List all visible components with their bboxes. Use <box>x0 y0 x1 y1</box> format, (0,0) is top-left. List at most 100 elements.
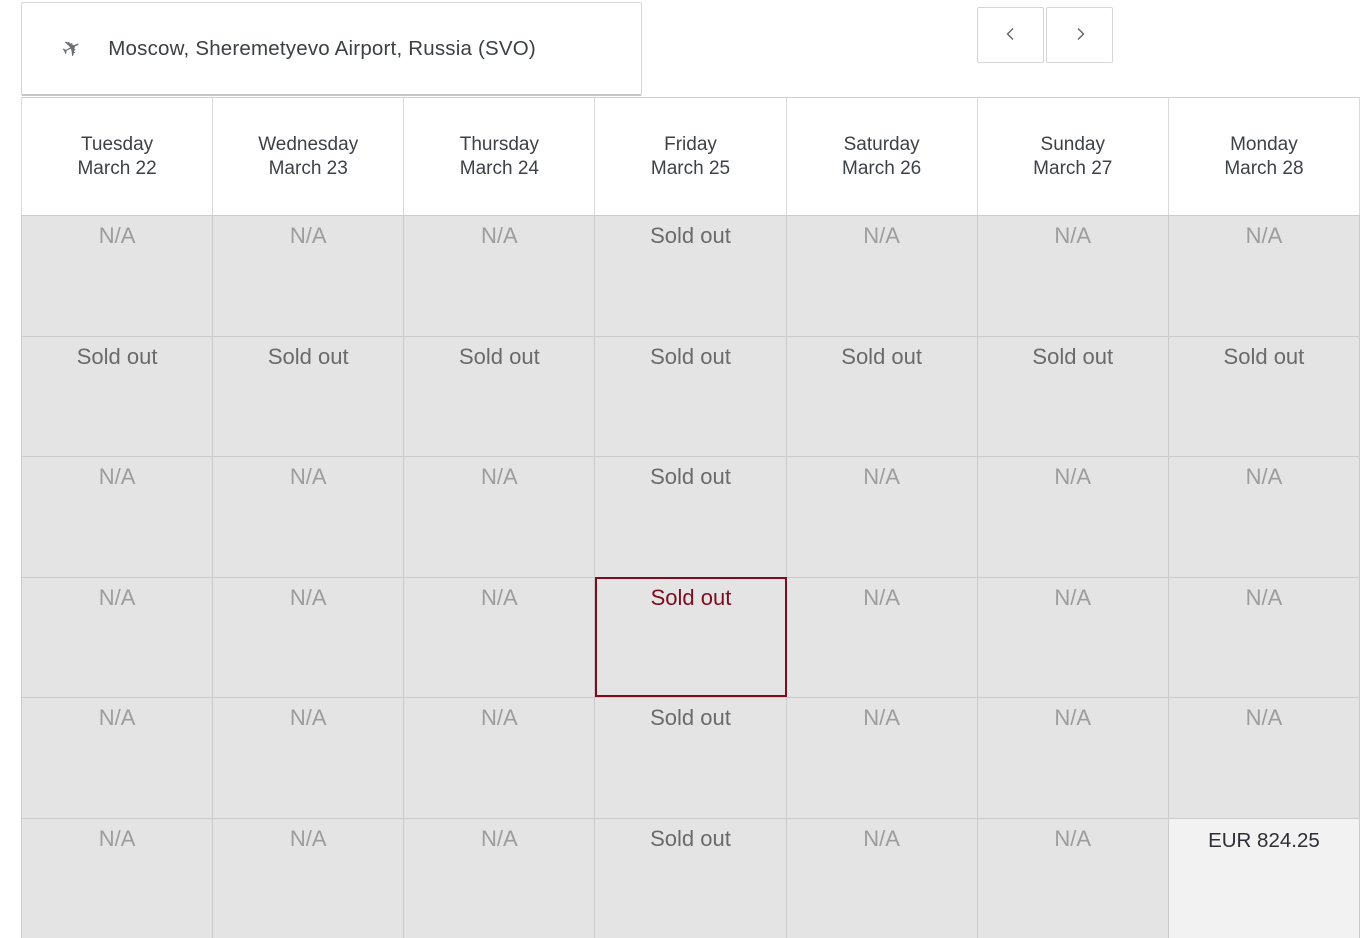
fare-cell-label: N/A <box>99 705 136 730</box>
fare-cell[interactable]: N/A <box>213 818 404 938</box>
fare-cell[interactable]: N/A <box>1169 577 1360 698</box>
fare-cell-label: N/A <box>1054 585 1091 610</box>
fare-cell[interactable]: N/A <box>213 456 404 577</box>
fare-cell[interactable]: N/A <box>978 215 1169 336</box>
fare-cell-label: N/A <box>863 826 900 851</box>
origin-airport-selector[interactable]: ✈ Moscow, Sheremetyevo Airport, Russia (… <box>21 2 642 96</box>
fare-cell-label: N/A <box>1054 464 1091 489</box>
fare-cell[interactable]: N/A <box>22 215 213 336</box>
fare-cell-label: Sold out <box>459 344 540 369</box>
weekday-label: Tuesday <box>22 133 212 157</box>
airplane-icon: ✈ <box>58 34 86 63</box>
weekday-header-cell: Friday March 25 <box>595 98 786 215</box>
fare-cell[interactable]: Sold out <box>595 577 786 698</box>
fare-cell-label: N/A <box>1054 826 1091 851</box>
previous-week-button[interactable] <box>977 7 1044 63</box>
fare-cell[interactable]: N/A <box>22 697 213 818</box>
fare-cell[interactable]: N/A <box>22 818 213 938</box>
fare-cell[interactable]: N/A <box>22 577 213 698</box>
fare-cell[interactable]: N/A <box>978 577 1169 698</box>
fare-cell-label: N/A <box>290 705 327 730</box>
fare-cell-label: Sold out <box>650 705 731 730</box>
fare-cell[interactable]: Sold out <box>595 818 786 938</box>
weekday-label: Friday <box>595 133 785 157</box>
fare-cell[interactable]: N/A <box>787 456 978 577</box>
next-week-button[interactable] <box>1046 7 1113 63</box>
fare-cell[interactable]: N/A <box>404 456 595 577</box>
fare-cell-label: N/A <box>290 464 327 489</box>
fare-cell-label: N/A <box>863 223 900 248</box>
fare-cell-label: Sold out <box>650 344 731 369</box>
fare-cell[interactable]: N/A <box>1169 456 1360 577</box>
fare-cell[interactable]: N/A <box>787 577 978 698</box>
fare-cell-label: N/A <box>863 585 900 610</box>
fare-cell[interactable]: N/A <box>213 577 404 698</box>
weekday-header-cell: Monday March 28 <box>1169 98 1360 215</box>
fare-cell[interactable]: N/A <box>787 215 978 336</box>
fare-cell[interactable]: N/A <box>978 697 1169 818</box>
date-label: March 24 <box>404 157 594 181</box>
fare-cell[interactable]: Sold out <box>595 456 786 577</box>
chevron-left-icon <box>1002 25 1020 46</box>
fare-cell-label: N/A <box>1246 705 1283 730</box>
fare-cell-label: N/A <box>99 585 136 610</box>
fare-cell-label: N/A <box>863 705 900 730</box>
fare-calendar: Tuesday March 22 Wednesday March 23 Thur… <box>21 97 1360 938</box>
fare-cell[interactable]: Sold out <box>595 215 786 336</box>
fare-cell[interactable]: N/A <box>787 697 978 818</box>
date-label: March 23 <box>213 157 403 181</box>
fare-cell[interactable]: Sold out <box>595 336 786 457</box>
fare-cell-label: N/A <box>481 223 518 248</box>
fare-cell[interactable]: N/A <box>404 697 595 818</box>
fare-cell-label: N/A <box>290 585 327 610</box>
fare-cell-label: N/A <box>1246 223 1283 248</box>
fare-cell-label: N/A <box>863 464 900 489</box>
fare-cell[interactable]: N/A <box>404 215 595 336</box>
fare-cell-label: Sold out <box>1224 344 1305 369</box>
fare-cell[interactable]: N/A <box>1169 697 1360 818</box>
fare-cell[interactable]: N/A <box>1169 215 1360 336</box>
fare-cell-label: N/A <box>1246 464 1283 489</box>
fare-cell[interactable]: Sold out <box>1169 336 1360 457</box>
fare-cell-label: N/A <box>99 464 136 489</box>
fare-cell-label: Sold out <box>650 826 731 851</box>
weekday-label: Monday <box>1169 133 1359 157</box>
fare-cell-label: Sold out <box>650 223 731 248</box>
fare-cell-label: N/A <box>1054 223 1091 248</box>
fare-cell[interactable]: Sold out <box>978 336 1169 457</box>
fare-cell[interactable]: N/A <box>213 215 404 336</box>
fare-cell-label: N/A <box>1054 705 1091 730</box>
fare-cell[interactable]: EUR 824.25 <box>1169 818 1360 938</box>
fare-cell[interactable]: N/A <box>213 697 404 818</box>
weekday-header-cell: Thursday March 24 <box>404 98 595 215</box>
weekday-header-cell: Sunday March 27 <box>978 98 1169 215</box>
fare-cell[interactable]: N/A <box>787 818 978 938</box>
fare-cell-label: Sold out <box>268 344 349 369</box>
fare-cell[interactable]: Sold out <box>595 697 786 818</box>
date-label: March 26 <box>787 157 977 181</box>
fare-cell-label: N/A <box>481 826 518 851</box>
fare-cell[interactable]: N/A <box>978 456 1169 577</box>
weekday-label: Thursday <box>404 133 594 157</box>
fare-cell[interactable]: Sold out <box>404 336 595 457</box>
date-label: March 28 <box>1169 157 1359 181</box>
fare-cell[interactable]: Sold out <box>787 336 978 457</box>
fare-cell-label: EUR 824.25 <box>1208 829 1320 852</box>
weekday-header-cell: Saturday March 26 <box>787 98 978 215</box>
fare-cell-label: N/A <box>99 223 136 248</box>
fare-cell-label: N/A <box>1246 585 1283 610</box>
chevron-right-icon <box>1071 25 1089 46</box>
fare-cell[interactable]: Sold out <box>22 336 213 457</box>
weekday-header-cell: Tuesday March 22 <box>22 98 213 215</box>
fare-cell-label: Sold out <box>841 344 922 369</box>
weekday-header-row: Tuesday March 22 Wednesday March 23 Thur… <box>21 97 1360 215</box>
fare-cell[interactable]: N/A <box>22 456 213 577</box>
fare-cell[interactable]: N/A <box>404 818 595 938</box>
date-label: March 27 <box>978 157 1168 181</box>
fare-cell[interactable]: N/A <box>404 577 595 698</box>
fare-cell-label: N/A <box>290 826 327 851</box>
date-label: March 25 <box>595 157 785 181</box>
fare-cell[interactable]: Sold out <box>213 336 404 457</box>
fare-grid-body: N/A N/A N/A Sold out N/A N/A N/A Sold ou… <box>21 215 1360 938</box>
fare-cell[interactable]: N/A <box>978 818 1169 938</box>
